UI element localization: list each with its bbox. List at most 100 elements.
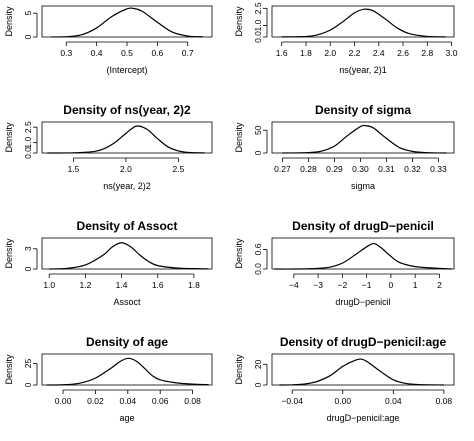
x-tick-label: −1: [362, 280, 372, 290]
density-curve: [281, 8, 446, 38]
y-tick-label: 0: [23, 382, 33, 387]
plot-frame: [271, 237, 455, 270]
density-curve: [274, 242, 452, 270]
x-tick-label: 1.8: [300, 48, 312, 58]
x-tick-label: 1.2: [79, 280, 91, 290]
x-tick-label: −4: [289, 280, 299, 290]
density-curve: [49, 242, 209, 270]
x-tick-label: 0.00: [55, 396, 72, 406]
x-tick-label: 0.04: [385, 396, 402, 406]
y-axis-label: Density: [4, 6, 14, 37]
y-axis-label: Density: [234, 354, 244, 385]
y-tick-label: 0.6: [253, 243, 263, 255]
density-panel-7: Density of age 0.00 0.02 0.04 0.06 0.08 age 0 25…: [4, 335, 213, 423]
x-tick-label: 0.08: [184, 396, 201, 406]
x-tick-label: 0.06: [152, 396, 169, 406]
x-tick-label: 0.28: [300, 164, 317, 174]
density-curve: [47, 125, 205, 154]
y-axis-label: Density: [4, 354, 14, 385]
x-tick-label: 0.08: [436, 396, 453, 406]
y-tick-label: 0.0: [253, 31, 263, 43]
x-axis-label: (Intercept): [106, 65, 147, 75]
plot-frame: [271, 5, 455, 38]
x-tick-label: 3.0: [446, 48, 458, 58]
y-axis-label: Density: [234, 238, 244, 269]
panel-title: Density of sigma: [315, 103, 411, 117]
y-tick-label: 1.0: [253, 19, 263, 31]
y-tick-label: 3: [23, 246, 33, 251]
y-axis-label: Density: [4, 122, 14, 153]
x-tick-label: 0.4: [91, 48, 103, 58]
x-tick-label: 0.7: [182, 48, 194, 58]
plot-frame: [41, 237, 213, 270]
plot-frame: [271, 121, 455, 154]
x-tick-label: 0.5: [121, 48, 133, 58]
y-tick-label: 20: [253, 359, 263, 369]
x-tick-label: 0.30: [352, 164, 369, 174]
x-tick-label: 1.0: [43, 280, 55, 290]
x-tick-label: −2: [338, 280, 348, 290]
x-axis-label: ns(year, 2)1: [339, 65, 387, 75]
y-axis-label: Density: [4, 238, 14, 269]
density-panel-8: Density of drugD−penicil:age −0.04 0.00 0.0…: [234, 335, 455, 423]
x-tick-label: 2.8: [421, 48, 433, 58]
density-panel-2: 1.6 1.8 2.0 2.2 2.4 2.6 2.8 3.0 ns(year, 2)1 0.01…: [234, 2, 458, 75]
x-tick-label: −0.04: [281, 396, 303, 406]
x-tick-label: 1: [413, 280, 418, 290]
density-panel-4: Density of sigma 0.27 0.28 0.29 0.30 0.31 0.32…: [234, 103, 455, 191]
y-tick-label: 0: [23, 34, 33, 39]
y-tick-label: 2.5: [253, 2, 263, 14]
plot-frame: [41, 353, 213, 386]
y-axis-label: Density: [234, 6, 244, 37]
x-tick-label: 2.5: [173, 164, 185, 174]
x-tick-label: 1.8: [188, 280, 200, 290]
y-tick-label: 5: [23, 11, 33, 16]
x-tick-label: 2.4: [373, 48, 385, 58]
density-curve: [279, 358, 444, 386]
x-tick-label: 2.2: [349, 48, 361, 58]
density-panel-3: Density of ns(year, 2)2 1.5 2.0 2.5 ns(year,…: [4, 103, 213, 191]
x-tick-label: 1.4: [116, 280, 128, 290]
x-tick-label: 0.33: [430, 164, 447, 174]
y-tick-label: 0: [253, 382, 263, 387]
panel-title: Density of Assoct: [77, 219, 178, 233]
panel-title: Density of ns(year, 2)2: [63, 103, 191, 117]
y-tick-label: 0.0: [253, 263, 263, 275]
y-tick-label: 25: [23, 358, 33, 368]
x-axis-label: ns(year, 2)2: [103, 181, 151, 191]
plot-frame: [41, 5, 213, 38]
density-curve: [46, 357, 209, 386]
y-tick-label: 0: [23, 266, 33, 271]
plot-frame: [271, 353, 455, 386]
x-tick-label: −3: [313, 280, 323, 290]
x-tick-label: 1.6: [152, 280, 164, 290]
x-tick-label: 1.6: [276, 48, 288, 58]
x-tick-label: 2.0: [324, 48, 336, 58]
panel-title: Density of drugD−penicil:age: [280, 335, 447, 349]
y-tick-label: 0.0: [23, 147, 33, 159]
density-panel-6: Density of drugD−penicil −4 −3 −2 −1 0 1 2 drugD…: [234, 219, 455, 307]
panel-title: Density of drugD−penicil: [292, 219, 434, 233]
x-axis-label: age: [119, 413, 134, 423]
x-tick-label: 0.31: [378, 164, 395, 174]
density-panel-1: 0.3 0.4 0.5 0.6 0.7 (Intercept) 0 5 Density: [4, 5, 213, 75]
x-tick-label: 2.6: [397, 48, 409, 58]
y-tick-label: 0: [253, 150, 263, 155]
x-tick-label: 2: [437, 280, 442, 290]
y-tick-label: 50: [253, 125, 263, 135]
x-tick-label: 0.3: [60, 48, 72, 58]
plot-frame: [41, 121, 213, 154]
x-tick-label: 0.29: [326, 164, 343, 174]
density-curve: [51, 7, 203, 38]
x-axis-label: drugD−penicil: [335, 297, 390, 307]
x-tick-label: 0: [389, 280, 394, 290]
density-panel-5: Density of Assoct 1.0 1.2 1.4 1.6 1.8 Assoct 0 3…: [4, 219, 213, 307]
x-tick-label: 0.32: [404, 164, 421, 174]
x-tick-label: 0.6: [151, 48, 163, 58]
y-tick-label: 1.0: [23, 136, 33, 148]
density-curve: [282, 124, 447, 154]
x-tick-label: 0.04: [120, 396, 137, 406]
panel-title: Density of age: [86, 335, 168, 349]
x-tick-label: 1.5: [68, 164, 80, 174]
